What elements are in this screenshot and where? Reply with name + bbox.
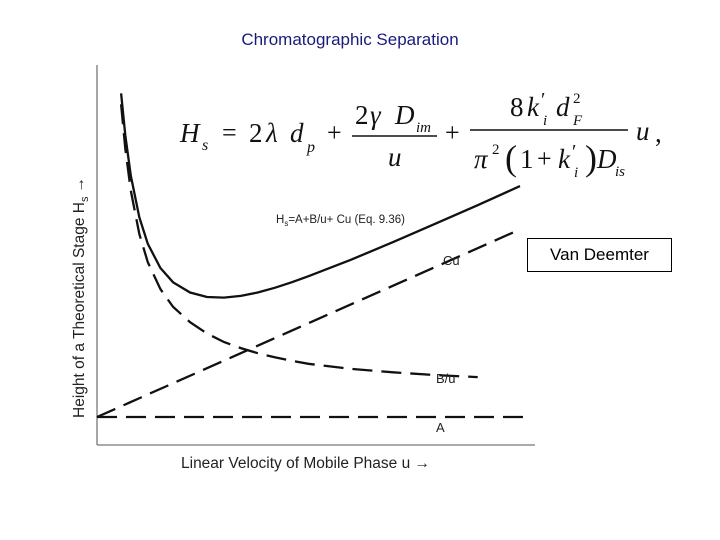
eq-t3-den-lparen: (: [505, 138, 517, 178]
eq-t3-den-d-sub: is: [615, 164, 625, 180]
y-axis-title-arrow: →: [71, 177, 88, 193]
eq-t2-num-d: D: [394, 100, 415, 130]
eq-equals: =: [222, 118, 237, 147]
eq-t3-den-k-prime: ′: [572, 141, 576, 163]
eq-t3-num-k-prime: ′: [541, 89, 545, 111]
van-deemter-equation: H s = 2 λ d p + 2 γ D im u + 8 k ′ i d 2…: [179, 89, 662, 181]
eq-t3-num-k-sub: i: [543, 113, 547, 129]
eq-t2-den: u: [388, 142, 402, 172]
eq-t3-den-one: 1: [520, 144, 534, 174]
eq-lhs-main: H: [179, 118, 201, 148]
curve-label-rest: =A+B/u+ Cu (Eq. 9.36): [288, 214, 405, 226]
slide-title: Chromatographic Separation: [241, 30, 459, 49]
eq-t3-num-k: k: [527, 92, 540, 122]
eq-t3-num-d-sup: 2: [573, 91, 581, 107]
van-deemter-badge: Van Deemter: [527, 238, 672, 272]
curve-label-main: H: [276, 214, 284, 226]
series-b-over-u-label: B/u: [436, 371, 456, 386]
series-a-label: A: [436, 420, 445, 435]
eq-t3-num-coef: 8: [510, 92, 524, 122]
eq-t3-den-rparen: ): [585, 138, 597, 178]
eq-tail-comma: ,: [655, 118, 662, 148]
series-cu-line: [96, 228, 521, 419]
eq-t1-lambda: λ: [265, 118, 278, 148]
eq-t1-d: d: [290, 118, 304, 148]
eq-t3-den-k: k: [558, 144, 571, 174]
eq-t3-den-k-sub: i: [574, 165, 578, 181]
eq-t3-num-d-sub: F: [572, 113, 583, 129]
eq-lhs-sub: s: [202, 137, 208, 154]
eq-t1-sub: p: [306, 139, 315, 156]
eq-t3-den-pi: π: [474, 144, 489, 174]
eq-t2-num-coef: 2: [355, 100, 369, 130]
eq-plus-2: +: [445, 118, 460, 147]
eq-t1-coef: 2: [249, 118, 263, 148]
y-axis-title-main: Height of a Theoretical Stage H: [71, 202, 88, 418]
series-hs-total-label: Hs=A+B/u+ Cu (Eq. 9.36): [276, 214, 405, 228]
series-b-over-u-line: [119, 104, 478, 379]
y-axis-title-sub: s: [79, 196, 91, 202]
eq-plus-1: +: [327, 118, 342, 147]
series-hs-total-line: [119, 93, 521, 299]
eq-t3-den-plus: +: [537, 144, 552, 173]
eq-t3-num-d: d: [556, 92, 570, 122]
eq-t3-den-d: D: [596, 144, 617, 174]
eq-t2-num-sub: im: [416, 120, 431, 136]
series-cu-label: Cu: [443, 253, 460, 268]
eq-t3-den-pi-sup: 2: [492, 142, 500, 158]
x-axis-title: Linear Velocity of Mobile Phase u →: [181, 455, 430, 472]
eq-t2-num-gamma: γ: [370, 100, 382, 130]
curve-label-sub: s: [284, 219, 288, 228]
eq-tail-u: u: [636, 116, 650, 146]
y-axis-title: Height of a Theoretical Stage Hs →: [71, 177, 91, 418]
